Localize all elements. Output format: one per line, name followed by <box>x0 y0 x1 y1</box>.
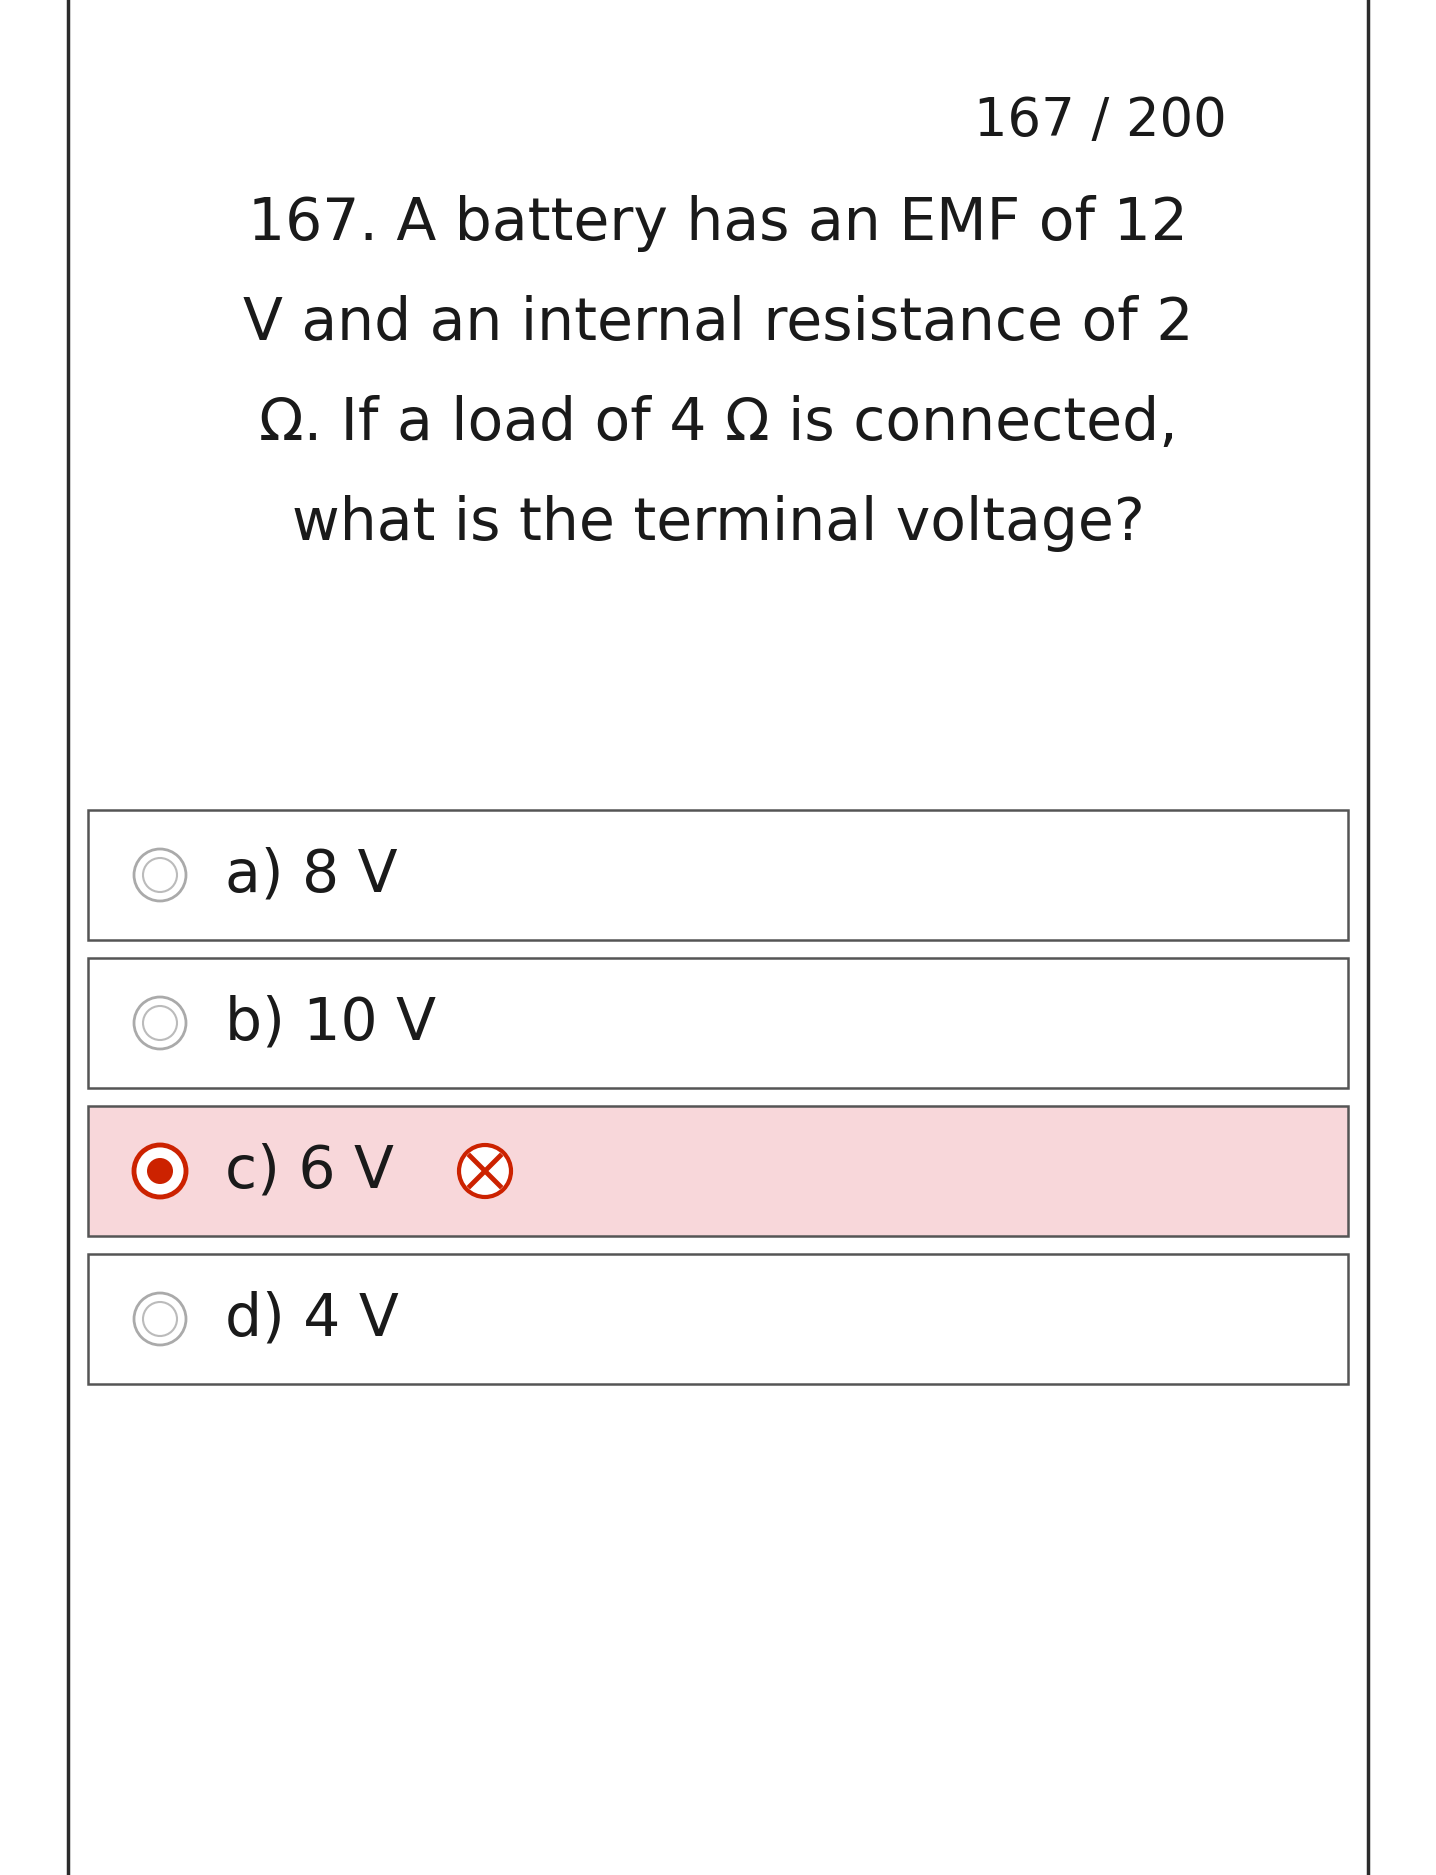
Circle shape <box>134 849 187 902</box>
Circle shape <box>460 1146 511 1196</box>
FancyBboxPatch shape <box>88 1254 1348 1384</box>
Text: V and an internal resistance of 2: V and an internal resistance of 2 <box>243 294 1193 352</box>
Text: Ω. If a load of 4 Ω is connected,: Ω. If a load of 4 Ω is connected, <box>258 396 1178 452</box>
Text: what is the terminal voltage?: what is the terminal voltage? <box>292 495 1144 551</box>
Circle shape <box>144 1301 177 1337</box>
FancyBboxPatch shape <box>88 958 1348 1088</box>
Circle shape <box>146 1159 172 1183</box>
Text: 167 / 200: 167 / 200 <box>974 96 1226 146</box>
Text: a) 8 V: a) 8 V <box>225 846 398 904</box>
FancyBboxPatch shape <box>88 1106 1348 1236</box>
Circle shape <box>144 859 177 892</box>
Circle shape <box>134 1294 187 1344</box>
Text: b) 10 V: b) 10 V <box>225 994 437 1052</box>
Circle shape <box>134 1146 187 1196</box>
Circle shape <box>144 1007 177 1041</box>
Text: 167. A battery has an EMF of 12: 167. A battery has an EMF of 12 <box>248 195 1188 251</box>
FancyBboxPatch shape <box>88 810 1348 939</box>
Text: d) 4 V: d) 4 V <box>225 1290 399 1348</box>
Circle shape <box>134 998 187 1048</box>
Text: c) 6 V: c) 6 V <box>225 1142 393 1200</box>
